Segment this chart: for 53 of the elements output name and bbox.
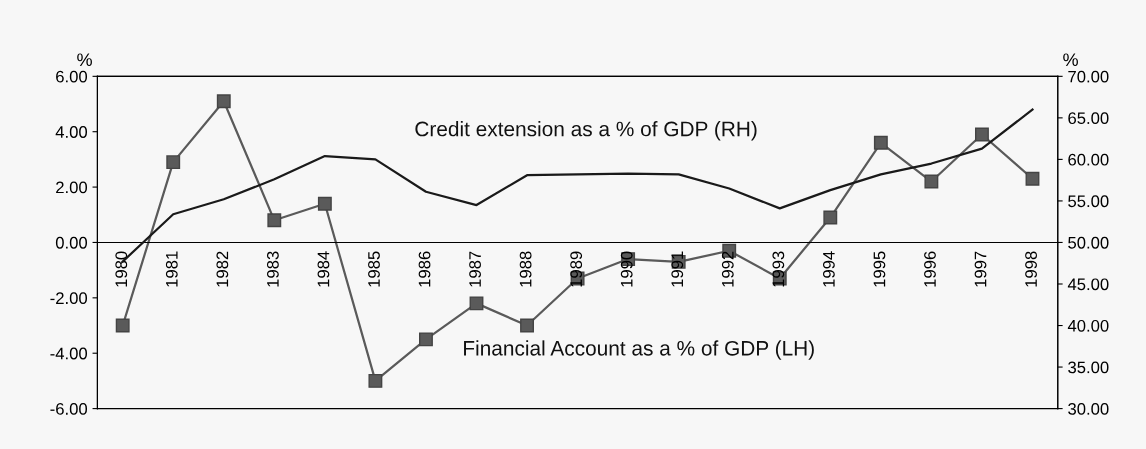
x-tick-label: 1989 bbox=[570, 251, 583, 287]
y2-axis-title: % bbox=[1063, 53, 1078, 67]
point bbox=[115, 318, 130, 333]
point bbox=[166, 155, 181, 170]
point bbox=[1025, 171, 1040, 186]
series-label: Financial Account as a % of GDP (LH) bbox=[464, 340, 814, 360]
y2-tick-label: 30.00 bbox=[1068, 402, 1109, 415]
y-tick-label: 4.00 bbox=[55, 126, 88, 138]
y2-tick-label: 70.00 bbox=[1068, 70, 1109, 83]
x-tick-label: 1981 bbox=[165, 251, 178, 287]
point bbox=[216, 94, 231, 109]
x-tick-label: 1985 bbox=[368, 251, 380, 287]
x-tick-label: 1996 bbox=[924, 251, 936, 287]
x-tick-label: 1998 bbox=[1025, 251, 1037, 287]
series-label: Credit extension as a % of GDP (RH) bbox=[415, 121, 757, 141]
x-tick-label: 1990 bbox=[620, 251, 633, 287]
x-tick-label: 1994 bbox=[822, 251, 835, 287]
y-tick-label: -2.00 bbox=[50, 292, 88, 305]
point bbox=[267, 213, 282, 228]
x-tick-label: 1997 bbox=[974, 251, 987, 287]
point bbox=[317, 196, 332, 211]
y-tick-label: -4.00 bbox=[50, 347, 88, 360]
x-tick-label: 1980 bbox=[115, 251, 128, 287]
x-tick-label: 1984 bbox=[317, 251, 330, 287]
x-tick-label: 1983 bbox=[266, 251, 279, 287]
y-tick-label: 0.00 bbox=[55, 236, 88, 249]
x-tick-label: 1992 bbox=[721, 251, 734, 287]
y2-tick-label: 55.00 bbox=[1068, 195, 1109, 208]
y2-tick-label: 60.00 bbox=[1068, 153, 1109, 166]
y2-tick-label: 35.00 bbox=[1068, 361, 1109, 374]
y2-tick-label: 45.00 bbox=[1067, 278, 1109, 291]
x-tick-label: 1982 bbox=[216, 251, 229, 287]
x-tick-label: 1988 bbox=[519, 251, 532, 287]
y-axis-title: % bbox=[77, 53, 92, 67]
point bbox=[873, 135, 888, 150]
point bbox=[974, 127, 989, 142]
x-tick-label: 1987 bbox=[469, 251, 481, 287]
y2-tick-label: 50.00 bbox=[1068, 236, 1109, 249]
y-tick-label: 6.00 bbox=[56, 70, 88, 83]
x-tick-label: 1995 bbox=[873, 251, 886, 287]
y2-tick-label: 65.00 bbox=[1068, 112, 1109, 125]
x-tick-label: 1991 bbox=[671, 251, 684, 287]
point bbox=[419, 332, 433, 347]
y-tick-label: -6.00 bbox=[50, 402, 88, 415]
point bbox=[823, 210, 838, 225]
y-tick-label: 2.00 bbox=[56, 181, 88, 194]
point bbox=[469, 296, 484, 311]
x-tick-label: 1993 bbox=[772, 251, 785, 287]
y2-tick-label: 40.00 bbox=[1067, 319, 1109, 332]
point bbox=[368, 373, 383, 388]
point bbox=[924, 174, 939, 189]
x-tick-label: 1986 bbox=[418, 251, 431, 287]
point bbox=[520, 318, 534, 333]
